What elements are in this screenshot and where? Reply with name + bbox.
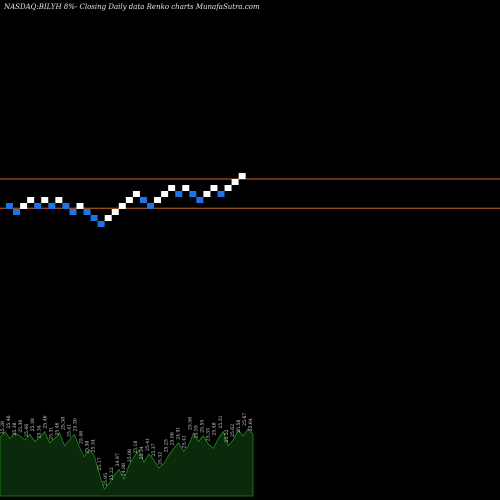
volume-value-label: 25.46	[6, 415, 12, 428]
renko-bricks	[6, 173, 246, 227]
renko-brick-down	[83, 209, 91, 215]
renko-brick-up	[76, 203, 84, 209]
volume-value-label: 25.05	[103, 473, 109, 486]
volume-value-label: 25.41	[181, 435, 187, 448]
volume-value-label: 25.38	[60, 417, 66, 430]
renko-brick-up	[104, 215, 112, 221]
volume-value-label: 25.46	[42, 415, 48, 428]
renko-brick-up	[154, 197, 162, 203]
renko-brick-down	[139, 197, 147, 203]
renko-brick-up	[125, 197, 133, 203]
renko-brick-up	[41, 197, 49, 203]
renko-brick-up	[168, 185, 176, 191]
volume-value-label: 25.46	[24, 424, 30, 437]
volume-area	[0, 428, 254, 497]
volume-value-label: 25.55	[200, 420, 206, 433]
volume-value-label: 25.38	[30, 418, 36, 431]
renko-brick-down	[6, 203, 13, 209]
volume-value-label: 25.34	[139, 446, 145, 459]
volume-value-label: 25.64	[248, 418, 254, 431]
renko-brick-up	[231, 179, 239, 185]
renko-brick-down	[69, 209, 77, 215]
volume-value-label: 25.33	[206, 428, 212, 441]
renko-brick-up	[132, 191, 140, 197]
renko-brick-down	[62, 203, 70, 209]
renko-brick-up	[210, 185, 218, 191]
volume-value-label: 25.36	[18, 420, 24, 433]
renko-brick-up	[111, 209, 119, 215]
volume-value-label: 25.59	[194, 425, 200, 438]
volume-value-label: 25.48	[212, 422, 218, 435]
volume-value-label: 25.38	[12, 422, 18, 435]
renko-brick-down	[90, 215, 98, 221]
volume-value-label: 25.30	[73, 418, 79, 431]
renko-brick-up	[27, 197, 35, 203]
renko-brick-up	[118, 203, 126, 209]
renko-brick-down	[34, 203, 42, 209]
volume-value-label: 25.37	[151, 443, 157, 456]
volume-value-label: 24.88	[121, 463, 127, 476]
renko-brick-up	[55, 197, 63, 203]
renko-brick-up	[161, 191, 169, 197]
volume-value-label: 25.56	[188, 417, 194, 430]
volume-value-label: 25.46	[79, 431, 85, 444]
renko-brick-down	[189, 191, 197, 197]
volume-value-label: 25.67	[242, 413, 248, 426]
volume-value-label: 25.41	[67, 424, 73, 437]
volume-value-label: 25.46	[54, 422, 60, 435]
renko-brick-down	[13, 209, 21, 215]
renko-brick-up	[20, 203, 28, 209]
volume-value-label: 25.08	[169, 432, 175, 445]
volume-value-label: 25.41	[145, 438, 151, 451]
volume-value-label: 25.08	[127, 449, 133, 462]
volume-value-label: 24.97	[115, 453, 121, 466]
renko-brick-down	[147, 203, 154, 209]
volume-value-label: 25.18	[133, 441, 139, 454]
renko-brick-down	[175, 191, 183, 197]
renko-brick-up	[203, 191, 211, 197]
chart-caption: NASDAQ:BILYH 8%- Closing Daily data Renk…	[3, 3, 260, 11]
renko-brick-up	[182, 185, 190, 191]
volume-panel	[0, 428, 254, 497]
renko-brick-down	[196, 197, 204, 203]
renko-brick-down	[217, 191, 225, 197]
volume-value-label: 24.91	[175, 427, 181, 440]
volume-value-label: 25.62	[230, 424, 236, 437]
volume-value-label: 25.17	[97, 457, 103, 470]
volume-value-label: 25.25	[163, 439, 169, 452]
volume-value-label: 25.31	[48, 427, 54, 440]
volume-value-label: 25.34	[36, 425, 42, 438]
renko-brick-up	[238, 173, 246, 179]
volume-value-label: 25.58	[236, 420, 242, 433]
renko-brick-down	[97, 221, 105, 227]
volume-value-label: 25.52	[224, 429, 230, 442]
renko-brick-up	[224, 185, 232, 191]
volume-value-label: 25.32	[157, 452, 163, 465]
volume-value-label: 25.28	[0, 421, 6, 434]
renko-brick-down	[48, 203, 56, 209]
volume-value-label: 25.22	[109, 467, 115, 480]
volume-value-label: 25.38	[85, 441, 91, 454]
volume-value-label: 25.31	[218, 415, 224, 428]
volume-value-label: 25.34	[91, 439, 97, 452]
